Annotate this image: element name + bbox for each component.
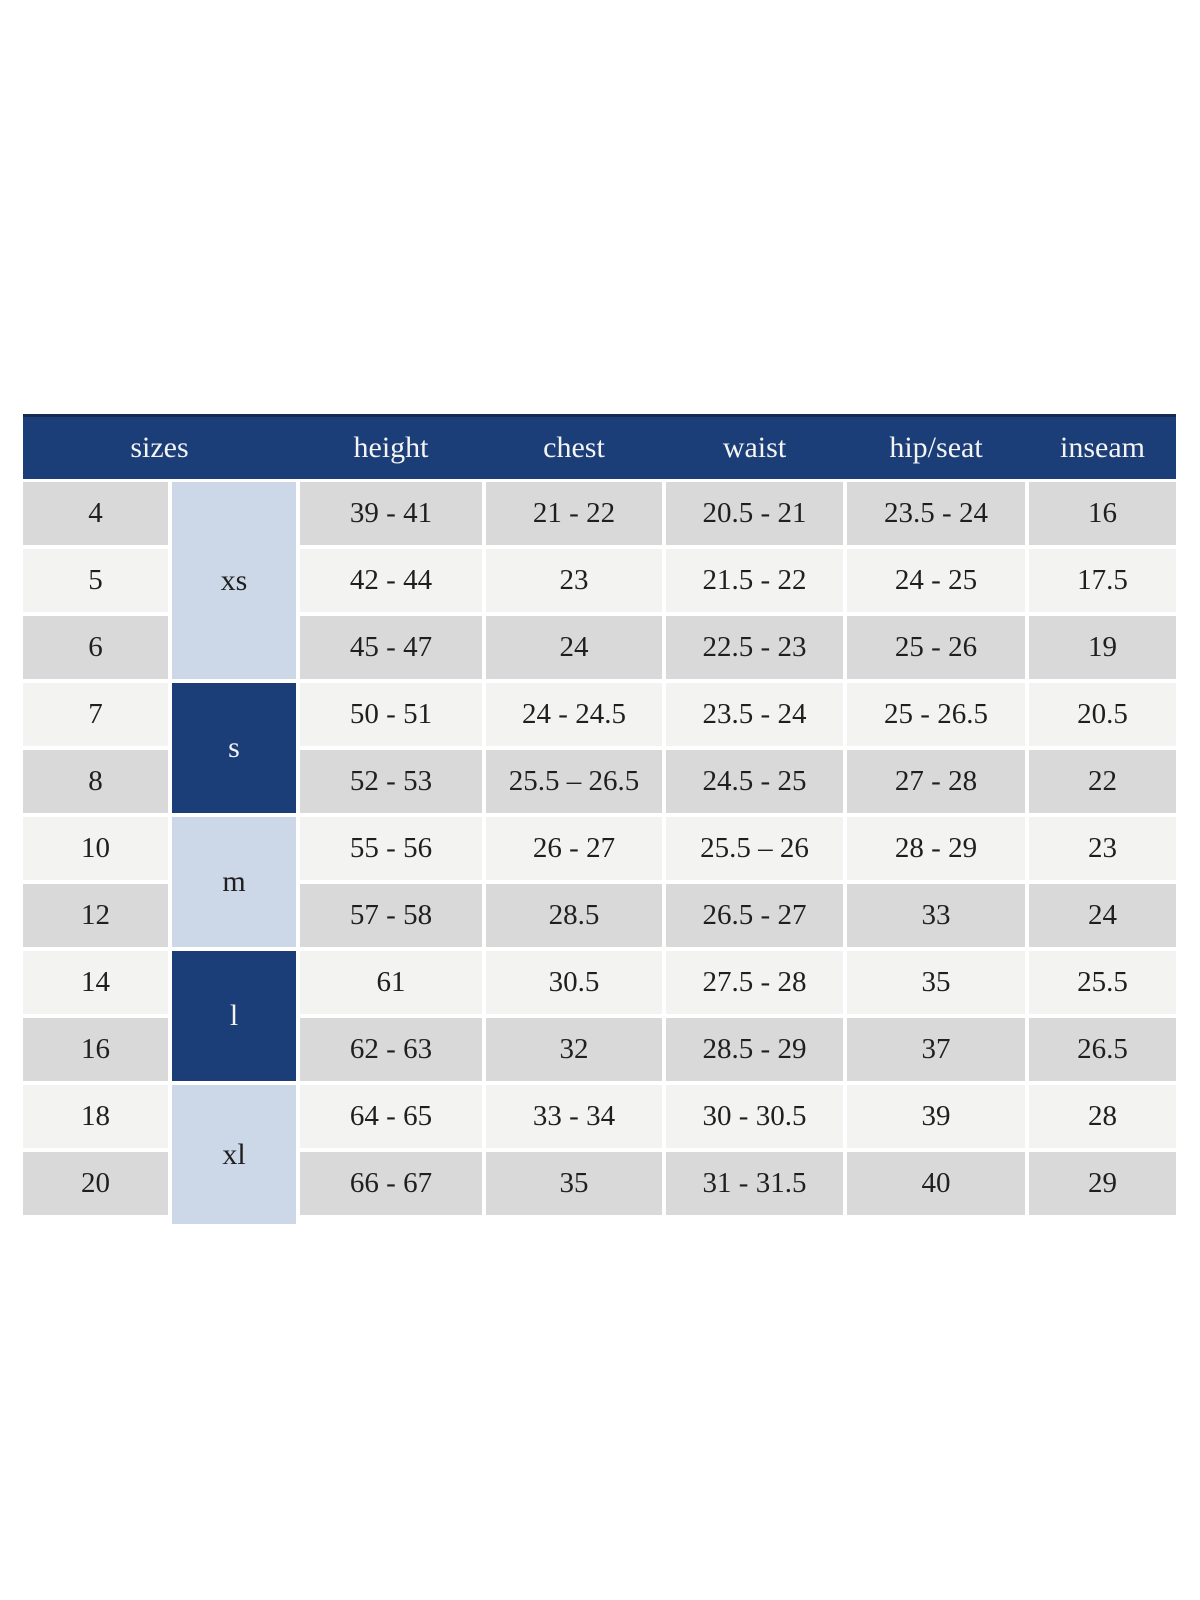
inseam-cell: 17.5	[1029, 549, 1176, 612]
waist-cell: 20.5 - 21	[666, 482, 843, 545]
size-group-cell-m: m	[172, 817, 296, 947]
header-sizes: sizes	[130, 431, 189, 464]
hip-seat-cell: 37	[847, 1018, 1025, 1081]
chest-cell: 21 - 22	[486, 482, 662, 545]
height-cell: 50 - 51	[300, 683, 482, 746]
chest-cell: 28.5	[486, 884, 662, 947]
size-cell: 5	[23, 549, 168, 612]
size-chart-table: sizes height chest waist hip/seat inseam…	[23, 414, 1176, 1224]
size-group-cell-xl: xl	[172, 1085, 296, 1224]
size-cell: 10	[23, 817, 168, 880]
size-group-cell-l: l	[172, 951, 296, 1081]
hip-seat-cell: 39	[847, 1085, 1025, 1148]
size-cell: 7	[23, 683, 168, 746]
inseam-cell: 19	[1029, 616, 1176, 679]
header-inseam: inseam	[1060, 431, 1145, 464]
height-cell: 45 - 47	[300, 616, 482, 679]
size-cell: 16	[23, 1018, 168, 1081]
size-chart-header-row: sizes height chest waist hip/seat inseam	[23, 414, 1176, 479]
inseam-cell: 28	[1029, 1085, 1176, 1148]
waist-cell: 25.5 – 26	[666, 817, 843, 880]
inseam-cell: 22	[1029, 750, 1176, 813]
chest-cell: 35	[486, 1152, 662, 1215]
header-chest: chest	[543, 431, 605, 464]
waist-cell: 28.5 - 29	[666, 1018, 843, 1081]
height-cell: 64 - 65	[300, 1085, 482, 1148]
waist-cell: 22.5 - 23	[666, 616, 843, 679]
height-cell: 42 - 44	[300, 549, 482, 612]
height-cell: 39 - 41	[300, 482, 482, 545]
size-cell: 20	[23, 1152, 168, 1215]
inseam-cell: 26.5	[1029, 1018, 1176, 1081]
waist-cell: 26.5 - 27	[666, 884, 843, 947]
header-height: height	[353, 431, 429, 464]
inseam-cell: 29	[1029, 1152, 1176, 1215]
size-group-cell-s: s	[172, 683, 296, 813]
chest-cell: 25.5 – 26.5	[486, 750, 662, 813]
size-cell: 14	[23, 951, 168, 1014]
waist-cell: 24.5 - 25	[666, 750, 843, 813]
height-cell: 66 - 67	[300, 1152, 482, 1215]
inseam-cell: 23	[1029, 817, 1176, 880]
hip-seat-cell: 33	[847, 884, 1025, 947]
height-cell: 57 - 58	[300, 884, 482, 947]
size-cell: 4	[23, 482, 168, 545]
hip-seat-cell: 25 - 26.5	[847, 683, 1025, 746]
chest-cell: 23	[486, 549, 662, 612]
size-cell: 6	[23, 616, 168, 679]
waist-cell: 30 - 30.5	[666, 1085, 843, 1148]
inseam-cell: 25.5	[1029, 951, 1176, 1014]
inseam-cell: 24	[1029, 884, 1176, 947]
chest-cell: 30.5	[486, 951, 662, 1014]
chest-cell: 24 - 24.5	[486, 683, 662, 746]
hip-seat-cell: 23.5 - 24	[847, 482, 1025, 545]
hip-seat-cell: 24 - 25	[847, 549, 1025, 612]
hip-seat-cell: 40	[847, 1152, 1025, 1215]
chest-cell: 26 - 27	[486, 817, 662, 880]
waist-cell: 31 - 31.5	[666, 1152, 843, 1215]
waist-cell: 21.5 - 22	[666, 549, 843, 612]
height-cell: 55 - 56	[300, 817, 482, 880]
header-hip-seat: hip/seat	[889, 431, 983, 464]
inseam-cell: 20.5	[1029, 683, 1176, 746]
hip-seat-cell: 27 - 28	[847, 750, 1025, 813]
chest-cell: 33 - 34	[486, 1085, 662, 1148]
hip-seat-cell: 25 - 26	[847, 616, 1025, 679]
chest-cell: 24	[486, 616, 662, 679]
size-cell: 18	[23, 1085, 168, 1148]
hip-seat-cell: 35	[847, 951, 1025, 1014]
size-cell: 8	[23, 750, 168, 813]
size-chart-body: 4 39 - 41 21 - 22 20.5 - 21 23.5 - 24 16 5 42 -…	[23, 482, 1176, 1224]
inseam-cell: 16	[1029, 482, 1176, 545]
size-group-cell-xs: xs	[172, 482, 296, 679]
waist-cell: 23.5 - 24	[666, 683, 843, 746]
header-waist: waist	[722, 431, 787, 464]
size-cell: 12	[23, 884, 168, 947]
height-cell: 52 - 53	[300, 750, 482, 813]
chest-cell: 32	[486, 1018, 662, 1081]
waist-cell: 27.5 - 28	[666, 951, 843, 1014]
hip-seat-cell: 28 - 29	[847, 817, 1025, 880]
height-cell: 62 - 63	[300, 1018, 482, 1081]
height-cell: 61	[300, 951, 482, 1014]
